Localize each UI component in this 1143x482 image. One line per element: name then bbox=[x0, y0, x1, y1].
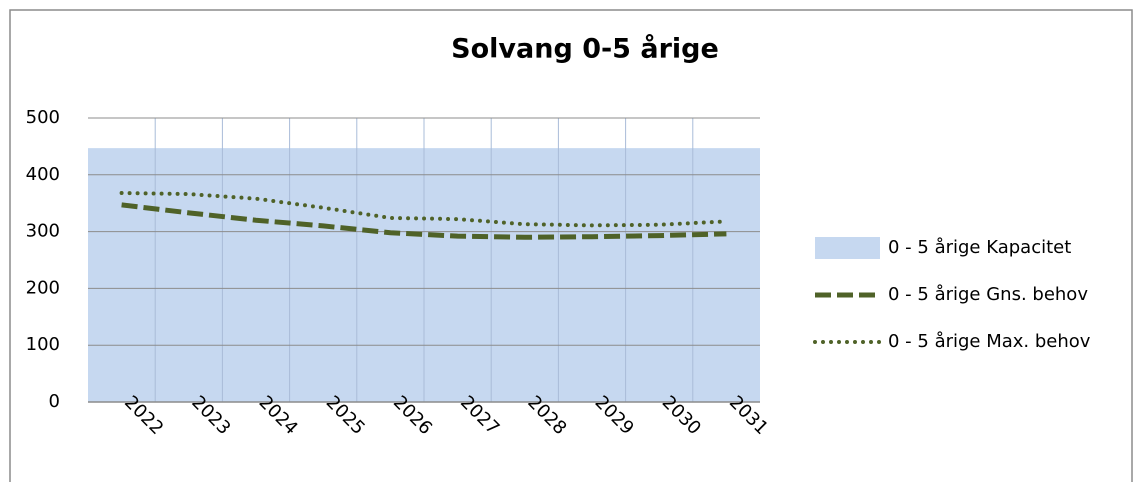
y-tick-label: 400 bbox=[26, 164, 60, 185]
y-tick-label: 100 bbox=[26, 334, 60, 355]
y-tick-label: 300 bbox=[26, 221, 60, 242]
legend-label: 0 - 5 årige Kapacitet bbox=[888, 237, 1071, 258]
line bbox=[119, 190, 729, 228]
chart-title: Solvang 0-5 årige bbox=[451, 33, 719, 65]
y-tick-label: 200 bbox=[26, 277, 60, 298]
legend-label: 0 - 5 årige Max. behov bbox=[888, 331, 1091, 352]
legend-label: 0 - 5 årige Gns. behov bbox=[888, 284, 1088, 305]
y-tick-label: 500 bbox=[26, 107, 60, 128]
legend-swatch bbox=[815, 237, 880, 259]
y-tick-label: 0 bbox=[49, 391, 60, 412]
line bbox=[121, 202, 727, 240]
